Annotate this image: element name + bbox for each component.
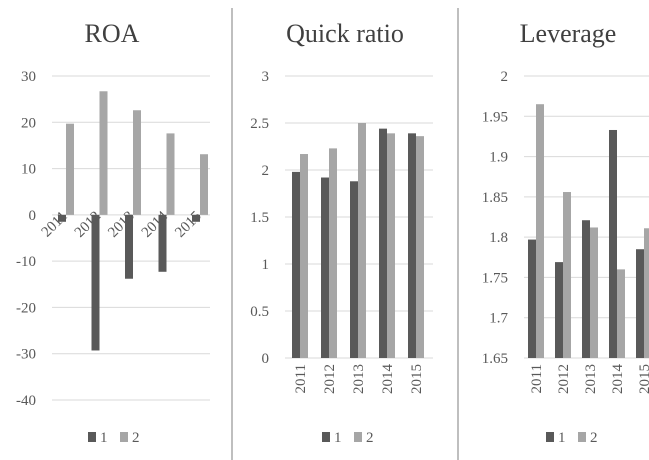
y-tick-label: -30 [16,347,36,363]
bar-series-2-2015 [644,228,649,358]
bar-series-2-2013 [133,110,141,215]
y-tick-label: 0.5 [250,304,269,320]
bar-series-1-2015 [192,214,200,222]
y-tick-label: 0 [29,208,37,224]
y-tick-label: 20 [21,115,36,131]
y-tick-label: 1.95 [482,109,508,125]
y-tick-label: -20 [16,300,36,316]
legend-swatch-2 [354,432,362,442]
x-tick-label: 2011 [529,364,545,393]
bar-series-2-2014 [166,133,175,215]
x-tick-label: 2012 [322,364,338,394]
bar-series-1-2012 [321,177,329,358]
bar-series-2-2011 [66,123,74,215]
y-tick-label: 1.65 [482,351,508,367]
bar-series-2-2011 [536,104,544,358]
bar-series-1-2014 [609,129,617,358]
y-tick-label: 0 [262,351,270,367]
x-tick-label: 2013 [351,364,367,394]
legend-label: 2 [590,430,598,446]
bar-series-1-2012 [555,262,563,358]
bar-series-1-2013 [582,220,590,358]
x-tick-label: 2014 [380,364,396,395]
x-tick-label: 2015 [409,364,425,394]
legend-label: 1 [558,430,566,446]
legend-swatch-2 [578,432,586,442]
bar-series-2-2012 [99,91,108,215]
chart-title: Quick ratio [286,19,404,48]
bar-series-1-2013 [125,214,133,279]
bar-series-2-2012 [563,192,571,358]
y-tick-label: 2 [501,69,509,85]
bar-series-1-2011 [528,239,536,358]
bar-series-1-2013 [350,181,358,358]
y-tick-label: 1 [262,257,270,273]
x-tick-label: 2014 [610,364,626,395]
bar-series-1-2014 [379,128,387,358]
y-tick-label: 2 [262,163,270,179]
bar-series-1-2011 [292,171,300,358]
legend-label: 2 [132,430,140,446]
x-tick-label: 2015 [172,208,205,241]
y-tick-label: -40 [16,393,36,409]
legend-label: 1 [100,430,108,446]
bar-series-2-2015 [416,136,424,358]
y-tick-label: 1.8 [489,230,508,246]
x-tick-label: 2011 [293,364,309,393]
legend-label: 2 [366,430,374,446]
legend-swatch-1 [546,432,554,442]
y-tick-label: -10 [16,254,36,270]
y-tick-label: 10 [21,162,36,178]
bar-series-2-2013 [358,123,366,358]
y-tick-label: 30 [21,69,36,85]
y-tick-label: 1.9 [489,150,508,166]
bar-series-2-2015 [200,154,208,215]
bar-series-2-2014 [617,269,625,358]
bar-series-1-2012 [91,214,100,351]
y-tick-label: 1.5 [250,210,269,226]
y-tick-label: 1.75 [482,270,508,286]
legend-swatch-1 [322,432,330,442]
legend-swatch-1 [88,432,96,442]
x-tick-label: 2012 [556,364,572,394]
y-tick-label: 1.85 [482,190,508,206]
bar-series-2-2011 [300,154,308,358]
chart-title: Leverage [520,19,617,48]
y-tick-label: 3 [262,69,270,85]
bar-series-2-2014 [387,133,395,358]
y-tick-label: 2.5 [250,116,269,132]
bar-series-1-2014 [158,214,167,272]
x-tick-label: 2015 [637,364,649,394]
bar-series-2-2013 [590,227,598,358]
bar-series-1-2015 [408,133,416,358]
legend-label: 1 [334,430,342,446]
bar-series-1-2011 [58,214,66,222]
x-tick-label: 2013 [583,364,599,394]
bar-series-2-2012 [329,148,337,358]
chart-title: ROA [85,19,140,48]
legend-swatch-2 [120,432,128,442]
y-tick-label: 1.7 [489,311,508,327]
bar-series-1-2015 [636,249,644,358]
